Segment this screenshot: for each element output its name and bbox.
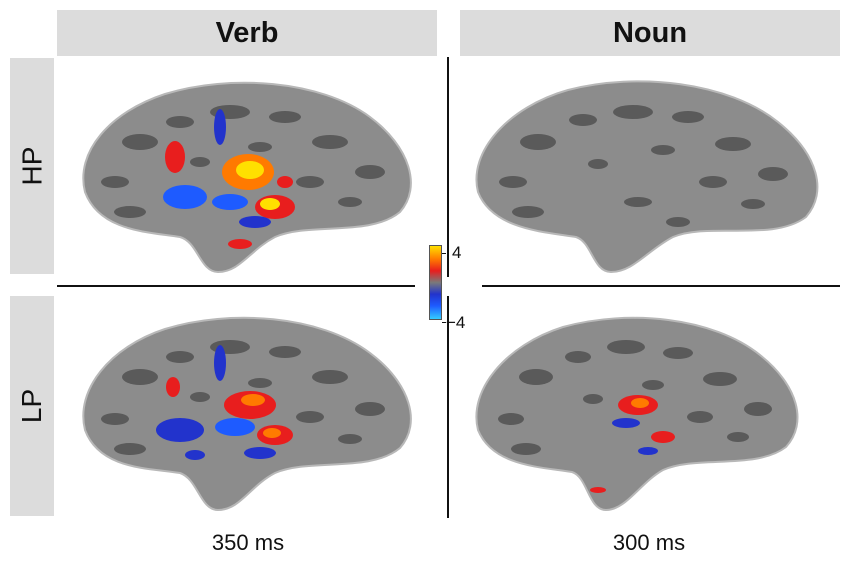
horizontal-divider-left (57, 285, 415, 287)
column-header-verb: Verb (57, 10, 437, 56)
horizontal-divider-right (482, 285, 840, 287)
time-label-verb: 350 ms (211, 530, 285, 555)
brain-verb-hp (82, 81, 412, 274)
row-label-hp: HP (16, 146, 47, 186)
brain-verb-lp (82, 316, 412, 512)
time-label-noun: 300 ms (612, 530, 686, 555)
column-header-noun: Noun (460, 10, 840, 56)
row-label-lp: LP (16, 388, 47, 424)
vertical-divider-bottom (447, 296, 449, 518)
colorbar-max-label: 4 (452, 243, 462, 262)
colorbar-min-label: −4 (446, 313, 466, 332)
brain-noun-lp (475, 316, 799, 512)
row-header-lp: LP (10, 296, 54, 516)
colorbar-tick-min (442, 322, 446, 323)
column-label-noun: Noun (612, 16, 688, 49)
brain-noun-hp (475, 80, 819, 274)
column-label-verb: Verb (215, 16, 279, 49)
vertical-divider-top (447, 57, 449, 277)
row-header-hp: HP (10, 58, 54, 274)
colorbar (429, 245, 442, 320)
colorbar-tick-max (442, 253, 446, 254)
